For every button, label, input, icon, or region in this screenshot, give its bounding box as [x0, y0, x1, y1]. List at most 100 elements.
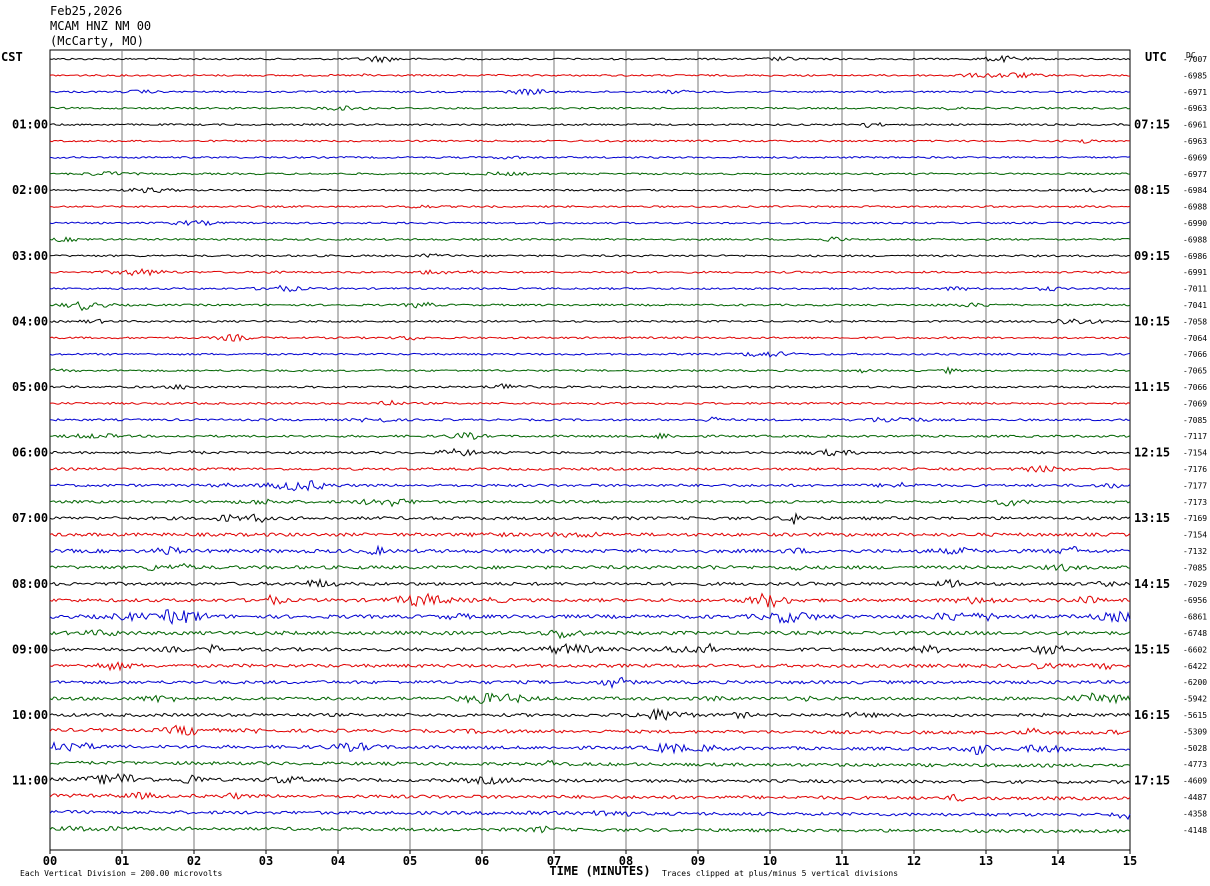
dc-offset-label: -7177: [1183, 481, 1207, 490]
right-hour-label: 10:15: [1134, 314, 1170, 328]
left-hour-label: 10:00: [12, 708, 48, 722]
label-group: 00 01 02 03 04 05 06 07 08 09 10 11 12 13 14 15 TIME (MI…: [12, 51, 1207, 878]
trace-line: [49, 416, 1131, 423]
x-tick-label: 15: [1123, 854, 1137, 868]
trace-line: [49, 284, 1131, 293]
left-hour-label: 04:00: [12, 314, 48, 328]
trace-line: [49, 464, 1130, 473]
dc-offset-label: -5615: [1183, 711, 1207, 720]
dc-offset-label: -7007: [1183, 55, 1207, 64]
left-hour-label: 03:00: [12, 249, 48, 263]
dc-offset-label: -7085: [1183, 563, 1207, 572]
trace-line: [49, 447, 1131, 457]
trace-line: [50, 187, 1131, 194]
dc-offset-label: -4609: [1183, 777, 1207, 786]
trace-line: [49, 577, 1131, 588]
dc-offset-label: -6991: [1183, 268, 1207, 277]
x-tick-label: 08: [619, 854, 633, 868]
trace-line: [49, 431, 1131, 440]
dc-offset-label: -4487: [1183, 793, 1207, 802]
x-tick-label: 01: [115, 854, 129, 868]
x-tick-label: 07: [547, 854, 561, 868]
trace-line: [49, 562, 1131, 572]
dc-offset-label: -6861: [1183, 613, 1207, 622]
dc-offset-label: -7011: [1183, 285, 1207, 294]
dc-offset-label: -6971: [1183, 88, 1207, 97]
trace-line: [49, 318, 1131, 325]
x-tick-label: 00: [43, 854, 57, 868]
dc-offset-label: -7169: [1183, 514, 1207, 523]
trace-line: [49, 498, 1131, 508]
trace-line: [49, 531, 1131, 539]
right-hour-label: 17:15: [1134, 774, 1170, 788]
trace-line: [49, 642, 1131, 656]
dc-offset-label: -7064: [1183, 334, 1207, 343]
trace-line: [49, 592, 1131, 609]
dc-offset-label: -6422: [1183, 662, 1207, 671]
trace-line: [50, 88, 1131, 97]
dc-offset-label: -6200: [1183, 678, 1207, 687]
header-station: MCAM HNZ NM 00: [50, 19, 152, 33]
dc-offset-label: -6969: [1183, 153, 1207, 162]
dc-offset-label: -7058: [1183, 317, 1207, 326]
dc-offset-label: -6977: [1183, 170, 1207, 179]
left-hour-label: 05:00: [12, 380, 48, 394]
right-hour-label: 16:15: [1134, 708, 1170, 722]
dc-offset-label: -6986: [1183, 252, 1207, 261]
right-hour-label: 09:15: [1134, 249, 1170, 263]
trace-line: [49, 676, 1131, 690]
time-grid: [49, 49, 1131, 854]
trace-line: [49, 253, 1131, 258]
dc-offset-label: -7069: [1183, 399, 1207, 408]
dc-column-label: DC: [1186, 51, 1196, 60]
dc-offset-label: -6748: [1183, 629, 1207, 638]
dc-offset-label: -5309: [1183, 727, 1207, 736]
trace-line: [49, 171, 1131, 177]
left-hour-label: 08:00: [12, 577, 48, 591]
right-axis-label: UTC: [1145, 50, 1167, 64]
dc-offset-label: -6985: [1183, 71, 1207, 80]
left-hour-label: 06:00: [12, 446, 48, 460]
trace-line: [49, 479, 1131, 492]
dc-offset-label: -4773: [1183, 760, 1207, 769]
trace-line: [49, 759, 1131, 768]
trace-line: [49, 121, 1131, 129]
left-hour-label: 02:00: [12, 183, 48, 197]
footer-right-note: Traces clipped at plus/minus 5 vertical …: [662, 869, 898, 878]
trace-line: [49, 773, 1131, 786]
right-hour-label: 14:15: [1134, 577, 1170, 591]
dc-offset-label: -7065: [1183, 367, 1207, 376]
x-axis-label: TIME (MINUTES): [549, 864, 650, 878]
plot-frame: [49, 49, 1131, 851]
dc-offset-label: -5028: [1183, 744, 1207, 753]
trace-line: [49, 609, 1131, 625]
x-tick-label: 04: [331, 854, 345, 868]
x-tick-label: 14: [1051, 854, 1065, 868]
right-hour-label: 12:15: [1134, 446, 1170, 460]
trace-line: [49, 724, 1130, 736]
dc-offset-label: -6602: [1183, 645, 1207, 654]
trace-line: [49, 692, 1131, 705]
x-tick-label: 06: [475, 854, 489, 868]
dc-offset-label: -6984: [1183, 186, 1207, 195]
trace-line: [49, 791, 1131, 802]
dc-offset-label: -4148: [1183, 826, 1207, 835]
dc-offset-label: -7066: [1183, 383, 1207, 392]
trace-line: [49, 741, 1131, 755]
right-hour-label: 07:15: [1134, 118, 1170, 132]
left-hour-label: 01:00: [12, 118, 48, 132]
dc-offset-label: -6990: [1183, 219, 1207, 228]
dc-offset-label: -7154: [1183, 449, 1207, 458]
x-tick-label: 12: [907, 854, 921, 868]
trace-line: [49, 544, 1131, 557]
dc-offset-label: -6988: [1183, 235, 1207, 244]
header-date: Feb25,2026: [50, 4, 123, 18]
dc-offset-label: -6963: [1183, 104, 1207, 113]
trace-line: [49, 236, 1131, 243]
trace-line: [49, 512, 1131, 525]
trace-line: [49, 707, 1131, 721]
x-tick-label: 03: [259, 854, 273, 868]
x-tick-label: 09: [691, 854, 705, 868]
right-hour-label: 15:15: [1134, 642, 1170, 656]
